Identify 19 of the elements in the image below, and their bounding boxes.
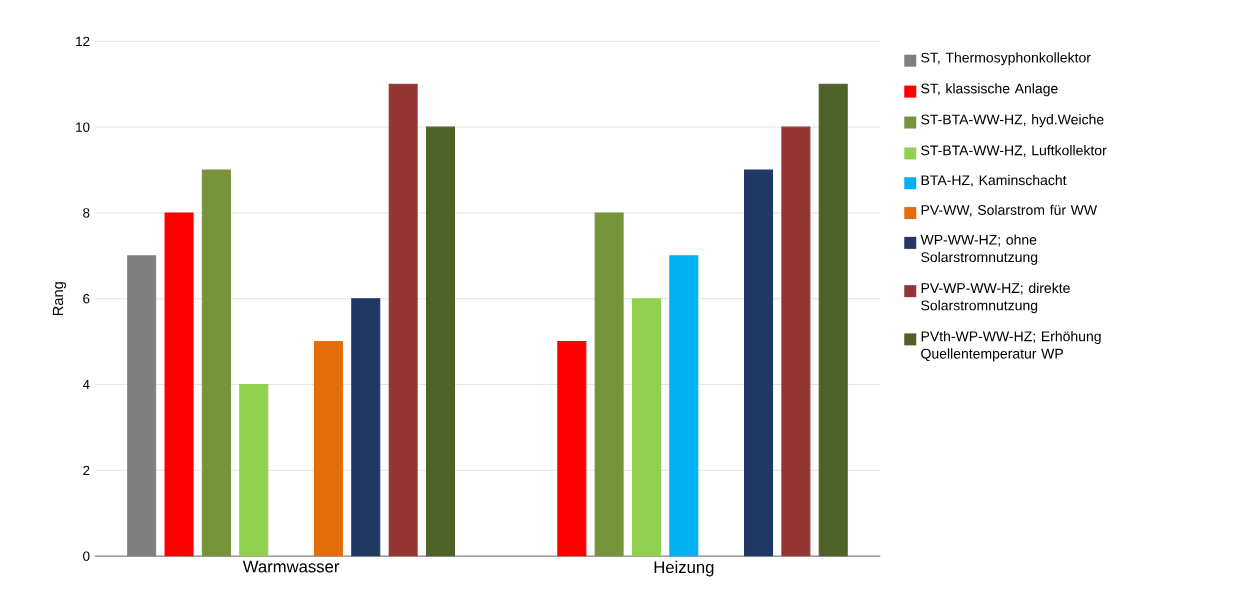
legend-label: ST-BTA-WW-HZ, hyd.Weiche [921, 113, 1104, 127]
legend-label: WP-WW-HZ; ohne Solarstromnutzung [920, 234, 1038, 265]
y-tick-label: 2 [83, 465, 90, 475]
legend-label: ST, klassische Anlage [921, 82, 1058, 97]
x-tick-label: Warmwasser [242, 560, 340, 573]
y-tick-label: 10 [76, 122, 90, 132]
legend-label: BTA-HZ, Kaminschacht [921, 174, 1067, 187]
legend-label: ST, Thermosyphonkollektor [921, 52, 1091, 66]
legend-label: PVth-WP-WW-HZ; Erhöhung Quellentemperatur WP [921, 330, 1101, 362]
y-axis-title: Rang [52, 281, 66, 315]
legend-label: PV-WP-WW-HZ; direkte Solarstromnutzung [921, 282, 1070, 313]
legend-label: PV-WW, Solarstrom für WW [921, 204, 1098, 217]
y-tick-label: 12 [76, 36, 90, 46]
x-tick-label: Heizung [654, 560, 714, 577]
y-tick-label: 0 [83, 551, 90, 561]
legend-label: ST-BTA-WW-HZ, Luftkollektor [921, 144, 1107, 157]
y-tick-label: 8 [83, 207, 90, 218]
y-tick-label: 4 [82, 379, 90, 389]
y-tick-label: 6 [83, 293, 90, 304]
